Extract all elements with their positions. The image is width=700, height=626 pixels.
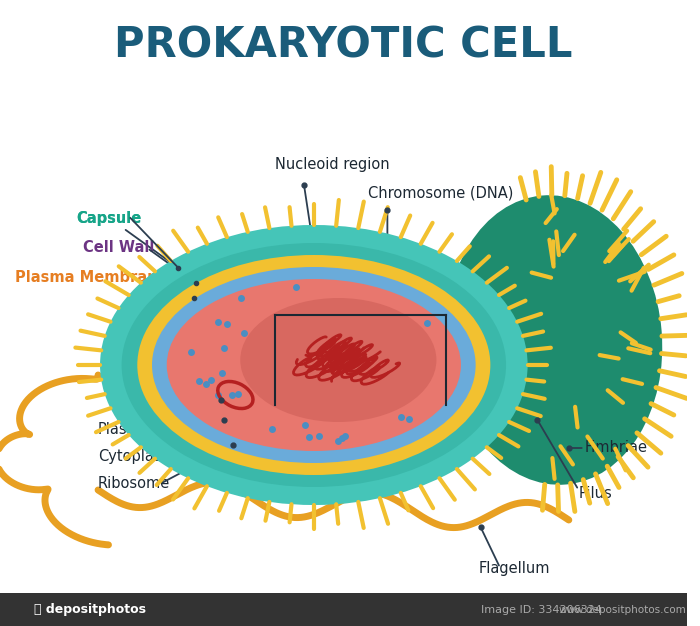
Text: Plasmid: Plasmid bbox=[98, 423, 155, 438]
Text: Cell Wall: Cell Wall bbox=[83, 240, 155, 255]
Text: PROKARYOTIC CELL: PROKARYOTIC CELL bbox=[114, 24, 573, 66]
Text: Ⓢ depositphotos: Ⓢ depositphotos bbox=[34, 603, 146, 617]
Text: Capsule: Capsule bbox=[76, 210, 176, 267]
Ellipse shape bbox=[122, 243, 506, 487]
Text: Flagellum: Flagellum bbox=[479, 560, 550, 575]
Ellipse shape bbox=[167, 279, 461, 451]
Text: www.depositphotos.com: www.depositphotos.com bbox=[559, 605, 687, 615]
Text: Plasma Membrane: Plasma Membrane bbox=[15, 270, 167, 285]
Ellipse shape bbox=[100, 225, 528, 505]
Text: Ribosome: Ribosome bbox=[98, 476, 170, 491]
Bar bbox=[0, 593, 687, 626]
Ellipse shape bbox=[152, 267, 475, 463]
Text: Fimbriae: Fimbriae bbox=[584, 441, 648, 456]
Text: Nucleoid region: Nucleoid region bbox=[274, 158, 389, 173]
Text: Capsule: Capsule bbox=[76, 210, 141, 225]
Ellipse shape bbox=[137, 255, 491, 475]
Text: Cytoplasm: Cytoplasm bbox=[98, 449, 176, 464]
Text: Pilus: Pilus bbox=[579, 486, 612, 501]
Text: Image ID: 334206324: Image ID: 334206324 bbox=[480, 605, 601, 615]
Ellipse shape bbox=[446, 195, 662, 485]
Ellipse shape bbox=[240, 298, 436, 422]
Text: Chromosome (DNA): Chromosome (DNA) bbox=[368, 185, 513, 200]
